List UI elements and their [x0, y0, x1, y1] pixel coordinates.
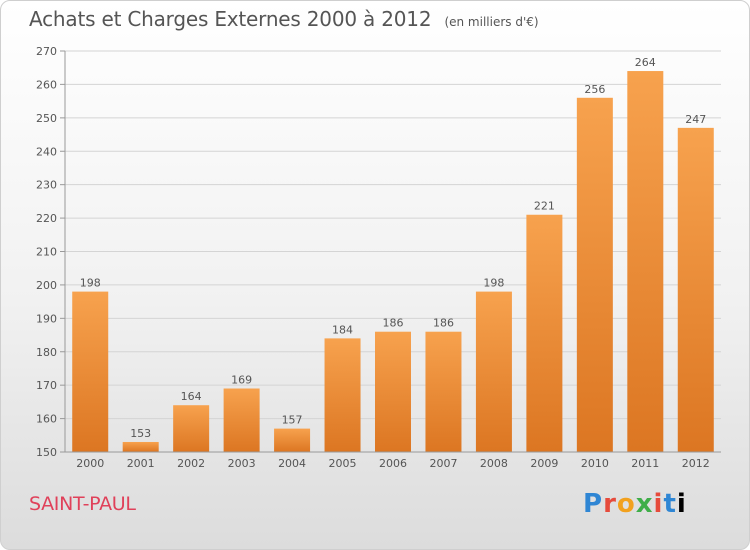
y-tick-label: 190	[36, 312, 57, 325]
bar	[324, 338, 361, 452]
bar-value-label: 186	[383, 317, 404, 330]
bar-value-label: 198	[80, 277, 101, 290]
x-tick-label: 2006	[379, 457, 407, 470]
y-tick-label: 250	[36, 112, 57, 125]
x-tick-label: 2002	[177, 457, 205, 470]
bar-value-label: 184	[332, 323, 353, 336]
x-tick-label: 2010	[581, 457, 609, 470]
bar	[475, 291, 512, 452]
bar-value-label: 221	[534, 200, 555, 213]
bar	[274, 428, 311, 452]
bar	[425, 331, 462, 452]
bar	[173, 405, 210, 452]
chart-title-block: Achats et Charges Externes 2000 à 2012 (…	[29, 7, 539, 31]
y-tick-label: 240	[36, 145, 57, 158]
logo-letter: o	[616, 489, 636, 519]
proxiti-logo: Proxiti	[583, 489, 687, 519]
bar-value-label: 264	[635, 56, 656, 69]
bar-value-label: 164	[181, 390, 202, 403]
bar-value-label: 247	[685, 113, 706, 126]
y-tick-label: 210	[36, 246, 57, 259]
logo-letter: t	[663, 489, 677, 519]
bar-value-label: 186	[433, 317, 454, 330]
chart-title: Achats et Charges Externes 2000 à 2012	[29, 7, 432, 31]
chart-subtitle: (en milliers d'€)	[444, 15, 539, 29]
x-tick-label: 2005	[329, 457, 357, 470]
bar-value-label: 169	[231, 374, 252, 387]
bar	[627, 71, 664, 453]
bar	[677, 127, 714, 452]
y-tick-label: 170	[36, 379, 57, 392]
bar-value-label: 153	[130, 427, 151, 440]
bar	[72, 291, 109, 452]
bar-value-label: 157	[282, 414, 303, 427]
x-tick-label: 2004	[278, 457, 306, 470]
y-tick-label: 150	[36, 446, 57, 459]
y-tick-label: 270	[36, 45, 57, 58]
x-tick-label: 2012	[682, 457, 710, 470]
y-tick-label: 180	[36, 346, 57, 359]
x-tick-label: 2011	[631, 457, 659, 470]
logo-letter: r	[603, 489, 617, 519]
x-axis: 2000 2001 2002 2003 2004 2005 2006 2007 2008 2009…	[65, 451, 721, 470]
x-tick-label: 2008	[480, 457, 508, 470]
x-tick-label: 2007	[429, 457, 457, 470]
bar-value-label: 198	[483, 277, 504, 290]
city-name: SAINT-PAUL	[29, 493, 136, 515]
bars: 198 153 164 169 157 184 186 186 198 221 256 264 247	[72, 56, 714, 453]
y-tick-label: 260	[36, 78, 57, 91]
y-tick-label: 200	[36, 279, 57, 292]
y-tick-label: 230	[36, 179, 57, 192]
logo-letter: i	[676, 489, 687, 519]
y-tick-label: 160	[36, 413, 57, 426]
bar	[223, 388, 260, 452]
logo-letter: x	[635, 489, 654, 519]
bar	[375, 331, 411, 452]
logo-letter: i	[653, 489, 664, 519]
bar	[526, 214, 563, 452]
x-tick-label: 2009	[530, 457, 558, 470]
y-tick-label: 220	[36, 212, 57, 225]
x-tick-label: 2003	[228, 457, 256, 470]
y-axis: 150 160 170 180 190 200 210 220 230 240 250 260 270	[36, 45, 66, 459]
x-tick-label: 2001	[127, 457, 155, 470]
bar	[122, 441, 159, 452]
logo-letter: P	[583, 489, 604, 519]
bar	[576, 97, 613, 453]
x-tick-label: 2000	[76, 457, 104, 470]
bar-value-label: 256	[584, 83, 605, 96]
